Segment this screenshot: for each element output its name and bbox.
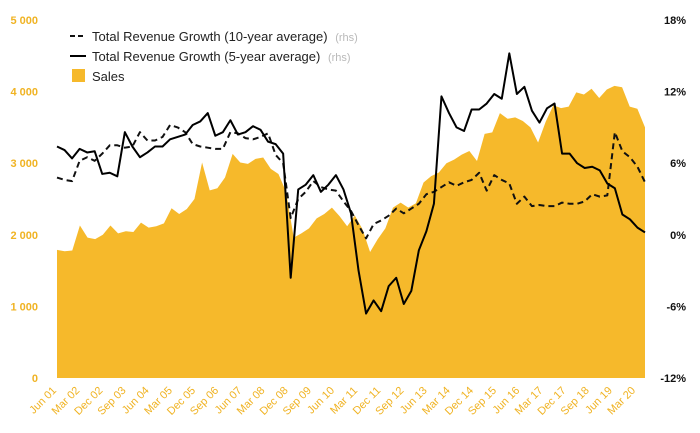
legend-label-10yr-text: Total Revenue Growth (10-year average)	[92, 29, 328, 44]
left-tick-label: 1 000	[10, 301, 38, 313]
right-axis-ticks: -12% -6% 0% 6% 12% 18%	[660, 15, 686, 385]
legend-swatch-sales	[72, 69, 85, 82]
left-tick-label: 2 000	[10, 230, 38, 242]
legend-label-10yr: Total Revenue Growth (10-year average) (…	[92, 29, 358, 44]
right-tick-label: 6%	[670, 158, 686, 170]
legend-label-5yr-suffix: (rhs)	[328, 52, 351, 64]
legend-label-sales: Sales	[92, 69, 125, 84]
legend-label-5yr: Total Revenue Growth (5-year average) (r…	[92, 49, 351, 64]
growth-lines-layer	[56, 52, 646, 315]
right-tick-label: 0%	[670, 230, 686, 242]
sales-area-layer	[57, 85, 645, 379]
legend-label-10yr-suffix: (rhs)	[335, 32, 358, 44]
right-tick-label: 12%	[664, 87, 686, 99]
left-tick-label: 3 000	[10, 158, 38, 170]
sales-area	[57, 85, 645, 379]
left-tick-label: 4 000	[10, 87, 38, 99]
left-axis-ticks: 0 1 000 2 000 3 000 4 000 5 000	[10, 15, 38, 385]
right-tick-label: 18%	[664, 15, 686, 27]
right-tick-label: -12%	[660, 373, 686, 385]
left-tick-label: 5 000	[10, 15, 38, 27]
left-tick-label: 0	[32, 373, 38, 385]
growth-5yr-line	[56, 52, 646, 315]
legend: Total Revenue Growth (10-year average) (…	[70, 29, 358, 84]
legend-label-5yr-text: Total Revenue Growth (5-year average)	[92, 49, 320, 64]
right-tick-label: -6%	[666, 301, 686, 313]
